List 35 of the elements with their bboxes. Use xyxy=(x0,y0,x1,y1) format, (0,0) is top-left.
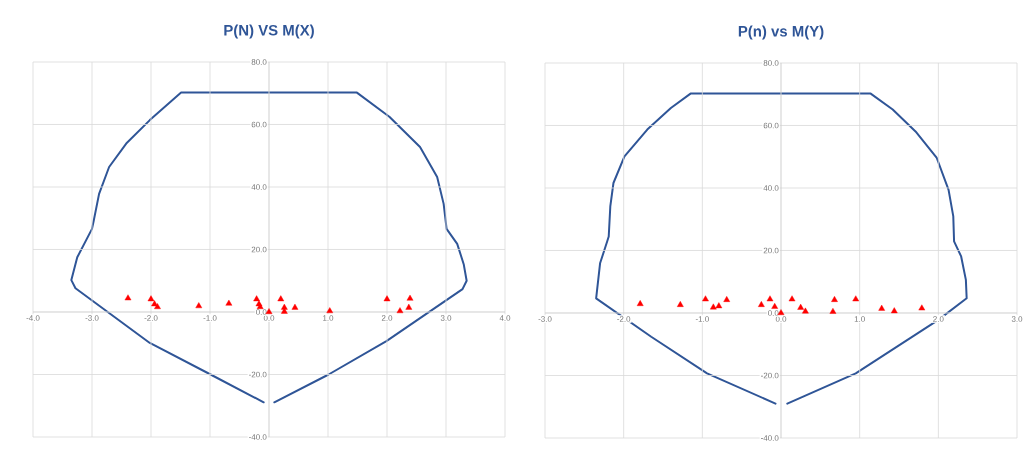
point xyxy=(195,302,203,309)
chart-title: P(n) vs M(Y) xyxy=(738,25,824,40)
point xyxy=(710,303,717,310)
point xyxy=(225,299,233,306)
point xyxy=(918,304,926,311)
line-series xyxy=(595,92,968,405)
point xyxy=(831,296,838,302)
point xyxy=(291,303,299,310)
point xyxy=(277,295,285,302)
point xyxy=(852,295,860,302)
point xyxy=(253,295,260,302)
point xyxy=(326,307,334,314)
point xyxy=(715,302,723,309)
point xyxy=(829,307,837,314)
point xyxy=(788,295,796,302)
point xyxy=(771,302,779,309)
point xyxy=(406,294,414,301)
point xyxy=(723,296,731,302)
point xyxy=(758,301,765,307)
point xyxy=(702,295,709,302)
point xyxy=(147,295,155,302)
point xyxy=(256,303,264,309)
point xyxy=(405,303,413,310)
point xyxy=(636,300,644,306)
point xyxy=(797,303,804,310)
point xyxy=(878,304,886,311)
point xyxy=(766,295,774,302)
chart-title: P(N) VS M(X) xyxy=(224,24,314,39)
point xyxy=(802,307,809,314)
point xyxy=(396,307,404,314)
point xyxy=(124,294,132,301)
point xyxy=(677,301,684,307)
point xyxy=(383,295,391,302)
point xyxy=(890,307,898,314)
line-series xyxy=(70,91,468,404)
